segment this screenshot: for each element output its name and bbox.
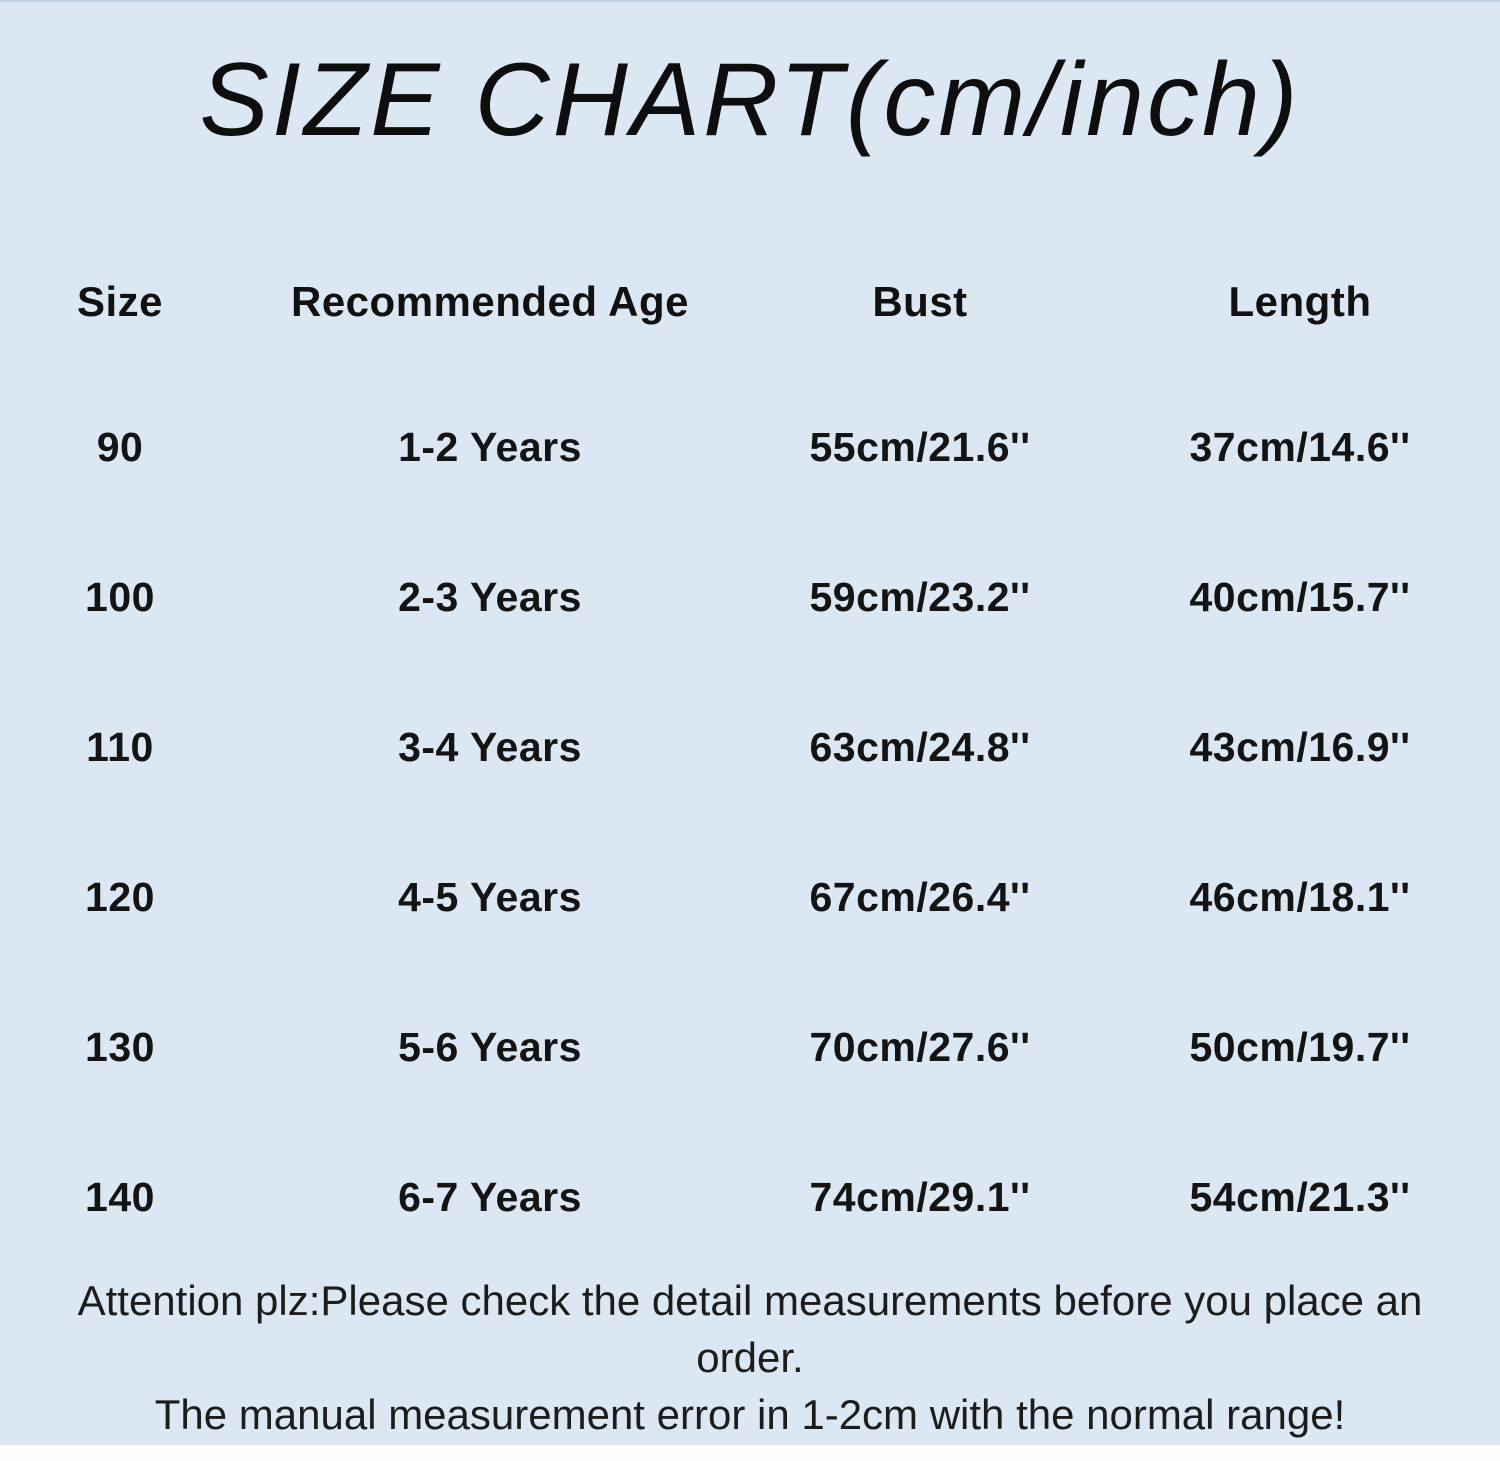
cell-size: 140 (85, 1173, 155, 1220)
header-age: Recommended Age (290, 278, 690, 325)
cell-length: 54cm/21.3'' (1189, 1173, 1411, 1220)
page-title: SIZE CHART(cm/inch) (199, 41, 1301, 158)
cell-size: 100 (85, 573, 155, 620)
cell-age: 2-3 Years (398, 573, 582, 620)
cell-bust: 70cm/27.6'' (809, 1023, 1031, 1070)
cell-age: 1-2 Years (398, 423, 582, 470)
attention-note-line: The manual measurement error in 1-2cm wi… (154, 1391, 1346, 1438)
cell-age: 4-5 Years (398, 873, 582, 920)
header-bust: Bust (872, 278, 968, 325)
attention-note-line: Attention plz:Please check the detail me… (77, 1277, 1423, 1324)
cell-length: 37cm/14.6'' (1189, 423, 1411, 470)
cell-size: 90 (96, 423, 144, 470)
cell-bust: 67cm/26.4'' (809, 873, 1031, 920)
cell-length: 46cm/18.1'' (1189, 873, 1411, 920)
cell-bust: 63cm/24.8'' (809, 723, 1031, 770)
cell-bust: 59cm/23.2'' (809, 573, 1031, 620)
cell-bust: 55cm/21.6'' (809, 423, 1031, 470)
bottom-white-strip (0, 1444, 1500, 1461)
cell-length: 43cm/16.9'' (1189, 723, 1411, 770)
cell-age: 3-4 Years (398, 723, 582, 770)
cell-size: 120 (85, 873, 155, 920)
cell-size: 130 (85, 1023, 155, 1070)
cell-age: 6-7 Years (398, 1173, 582, 1220)
header-size: Size (76, 278, 164, 325)
cell-size: 110 (86, 723, 154, 770)
cell-bust: 74cm/29.1'' (809, 1173, 1031, 1220)
cell-length: 50cm/19.7'' (1189, 1023, 1411, 1070)
cell-age: 5-6 Years (398, 1023, 582, 1070)
cell-length: 40cm/15.7'' (1189, 573, 1411, 620)
attention-note-line: order. (696, 1334, 804, 1381)
header-length: Length (1228, 278, 1372, 325)
size-chart-table: Size Recommended Age Bust Length 90 1-2 … (0, 232, 1500, 1272)
attention-note: Attention plz:Please check the detail me… (0, 1272, 1500, 1443)
